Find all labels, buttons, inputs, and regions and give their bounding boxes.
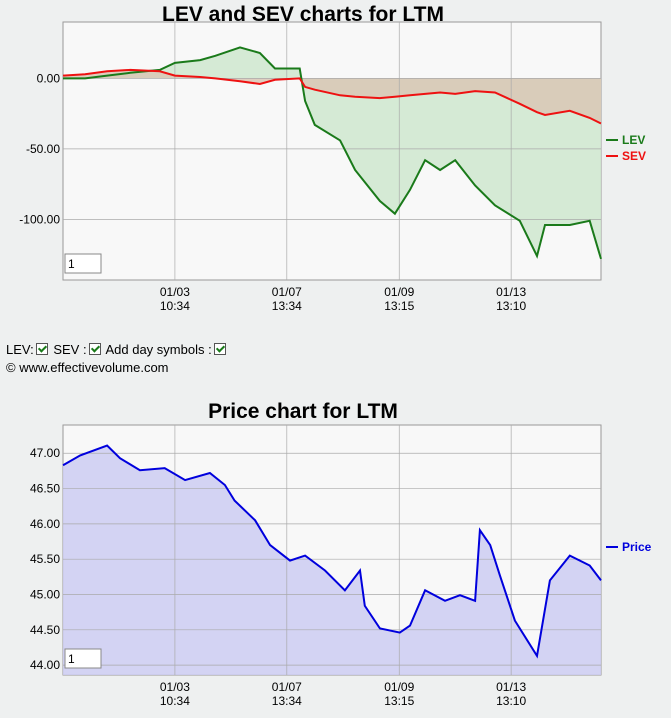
x-tick-label: 01/03 10:34 [160,285,190,313]
area [63,445,601,675]
x-tick-label: 01/07 13:34 [272,285,302,313]
x-tick-label: 01/13 13:10 [496,285,526,313]
line [62,444,602,659]
y-tick-label: 45.00 [30,587,60,601]
y-tick-label: 46.50 [30,482,60,496]
x-tick-label: 01/03 10:34 [160,680,190,708]
line [62,68,602,125]
zoom-input-value: 1 [68,652,75,666]
y-tick-label: 47.00 [30,446,60,460]
chart-title: LEV and SEV charts for LTM [162,3,444,26]
y-tick-label: -100.00 [19,212,60,226]
y-tick-label: 0.00 [37,71,61,85]
y-tick-label: 44.00 [30,658,60,672]
lev-checkbox[interactable] [35,343,48,355]
y-tick-label: 45.50 [30,552,60,566]
x-tick-label: 01/07 13:34 [272,680,302,708]
copyright: © www.effectivevolume.com [6,360,169,375]
chart-title: Price chart for LTM [208,400,398,423]
area [63,47,601,259]
legend-label: Price [622,540,652,554]
line [63,46,602,260]
sev-checkbox[interactable] [88,343,101,355]
legend-label: LEV [622,133,645,147]
x-tick-label: 01/09 13:15 [384,680,414,708]
x-tick-label: 01/13 13:10 [496,680,526,708]
y-tick-label: -50.00 [26,142,60,156]
zoom-input [64,253,102,274]
day-symbols-label: Add day symbols : [105,342,212,357]
y-tick-label: 46.00 [30,517,60,531]
zoom-input-value: 1 [68,257,75,271]
legend-label: SEV [622,149,646,163]
day-symbols-checkbox[interactable] [213,343,226,355]
zoom-input [64,648,102,669]
y-tick-label: 44.50 [30,623,60,637]
x-tick-label: 01/09 13:15 [384,285,414,313]
lev-label: LEV: [6,342,34,357]
area [63,69,601,124]
sev-label: SEV : [53,342,87,357]
controls: LEV: SEV : Add day symbols : [6,342,228,357]
